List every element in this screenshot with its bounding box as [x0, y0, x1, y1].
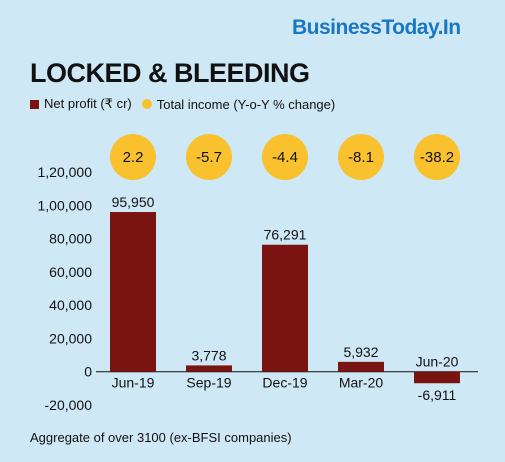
income-circle: [110, 134, 156, 180]
income-change-label: -8.1: [348, 149, 374, 166]
legend-swatch-total-income: [141, 99, 152, 109]
bar-value-label: 5,932: [343, 344, 378, 360]
y-tick-label: 20,000: [49, 330, 92, 346]
x-tick-label: Jun-19: [112, 375, 155, 391]
income-circle: [414, 134, 460, 180]
income-circle: [262, 134, 308, 180]
income-change-label: -4.4: [272, 149, 298, 166]
y-tick-label: 1,00,000: [38, 197, 93, 213]
y-tick-label: 80,000: [49, 231, 92, 247]
brand-logo: BusinessToday.In: [292, 16, 461, 39]
y-tick-label: 1,20,000: [38, 164, 93, 180]
bar: [262, 244, 308, 372]
x-tick-label: Sep-19: [186, 375, 231, 391]
x-tick-label: Dec-19: [262, 375, 307, 391]
bar-value-label: -6,911: [418, 387, 457, 403]
legend-label-total-income: Total income (Y-o-Y % change): [156, 96, 336, 112]
footnote: Aggregate of over 3100 (ex-BFSI companie…: [30, 430, 292, 445]
chart-title: LOCKED & BLEEDING: [30, 58, 310, 88]
bar: [110, 212, 156, 372]
chart-legend: Net profit (₹ cr) Total income (Y-o-Y % …: [30, 96, 335, 112]
income-circle: [338, 134, 384, 180]
bar-value-label: 95,950: [112, 194, 155, 210]
income-circle: [186, 134, 232, 180]
bar-value-label: 3,778: [191, 347, 226, 363]
y-tick-label: -20,000: [45, 397, 93, 413]
income-change-label: 2.2: [123, 149, 144, 166]
y-tick-label: 40,000: [49, 297, 92, 313]
bar: [186, 365, 232, 372]
x-tick-label: Mar-20: [339, 375, 384, 391]
y-tick-label: 60,000: [49, 264, 92, 280]
bar-value-label: 76,291: [264, 227, 307, 243]
income-change-label: -5.7: [196, 149, 222, 166]
x-tick-label: Jun-20: [416, 354, 459, 370]
legend-label-net-profit: Net profit (₹ cr): [44, 96, 132, 111]
income-change-label: -38.2: [420, 149, 454, 166]
y-tick-label: 0: [84, 364, 92, 380]
legend-swatch-net-profit: [30, 99, 39, 109]
bar: [414, 371, 460, 384]
bar: [338, 361, 384, 372]
